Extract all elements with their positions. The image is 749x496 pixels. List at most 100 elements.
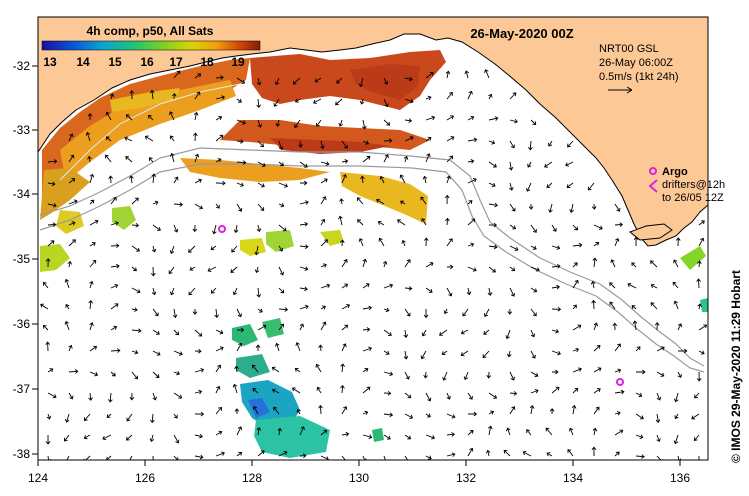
current-vector [357, 197, 364, 205]
current-vector-head [192, 228, 198, 233]
current-vector-head [64, 418, 70, 423]
current-vector-head [114, 283, 119, 289]
current-vector-head [510, 376, 515, 381]
current-vector [627, 283, 637, 289]
current-vector [383, 308, 389, 312]
current-vector [614, 412, 621, 415]
current-vector-head [134, 349, 139, 355]
current-vector-head [444, 194, 450, 199]
current-vector-head [295, 342, 300, 346]
current-vector [299, 201, 309, 205]
current-vector [572, 244, 582, 247]
current-vector [173, 203, 183, 206]
current-vector [335, 98, 343, 106]
current-vector-head [254, 251, 259, 256]
current-vector [313, 98, 322, 104]
current-vector [467, 392, 473, 400]
current-vector-head [343, 259, 348, 263]
current-vector-head [650, 283, 655, 288]
current-vector [320, 264, 327, 268]
current-vector-head [338, 215, 343, 220]
current-vector-head [527, 163, 532, 168]
current-vector [278, 140, 283, 150]
current-vector-head [368, 305, 373, 311]
current-vector-head [638, 392, 643, 398]
current-vector-head [344, 324, 349, 329]
argo-markers [218, 225, 624, 386]
current-vector [485, 69, 490, 79]
current-vector-head [274, 342, 280, 347]
current-vector-head [219, 134, 224, 139]
current-vector-head [473, 137, 478, 143]
current-vector [215, 452, 225, 457]
current-vector-head [346, 303, 351, 309]
current-vector-head [696, 278, 701, 282]
current-vector-head [232, 383, 238, 388]
current-vector [551, 329, 559, 333]
current-vector-head [556, 245, 561, 250]
current-vector-head [545, 427, 550, 432]
current-vector [131, 287, 141, 293]
current-vector [253, 406, 259, 415]
current-vector-head [305, 200, 309, 205]
current-vector-head [470, 159, 475, 164]
current-vector-head [199, 205, 203, 210]
current-vector-head [172, 314, 178, 319]
current-vector-head [451, 414, 456, 419]
current-vector-head [261, 162, 266, 167]
current-vector-head [240, 182, 244, 187]
current-vector [341, 160, 348, 163]
current-vector-head [271, 388, 276, 393]
current-vector [317, 387, 322, 394]
current-vector-head [151, 248, 157, 253]
current-vector-head [466, 291, 472, 296]
current-vector-head [189, 266, 194, 271]
current-vector-head [511, 207, 516, 212]
current-vector-head [503, 449, 508, 454]
current-vector [425, 434, 435, 439]
current-vector-head [63, 437, 68, 442]
current-vector [89, 346, 97, 352]
current-vector [404, 413, 413, 419]
current-vector-head [400, 200, 404, 205]
current-vector-head [487, 292, 493, 296]
current-vector [592, 281, 595, 289]
current-vector-head [409, 98, 414, 104]
current-vector [383, 119, 390, 126]
current-vector-head [510, 144, 515, 149]
current-vector-head [200, 411, 205, 417]
current-vector-head [211, 289, 215, 294]
current-vector-head [102, 435, 107, 441]
current-vector [278, 182, 288, 187]
current-vector [404, 392, 411, 399]
current-vector [236, 119, 246, 124]
current-vector-head [385, 307, 390, 313]
map-title: 26-May-2020 00Z [470, 26, 573, 41]
current-vector [378, 221, 385, 226]
current-vector [635, 434, 643, 438]
current-vector-head [472, 177, 477, 183]
current-vector-head [273, 406, 277, 411]
current-vector [379, 238, 385, 247]
current-vector-head [260, 143, 264, 148]
current-vector-head [490, 410, 495, 415]
current-vector [397, 219, 406, 226]
y-tick-label: -33 [13, 123, 31, 137]
current-vector [446, 155, 453, 163]
current-vector [320, 429, 327, 436]
current-vector [691, 413, 700, 420]
current-vector [231, 245, 238, 253]
current-vector-head [555, 386, 560, 391]
current-vector-head [135, 223, 140, 228]
current-vector [549, 203, 553, 213]
current-vector [64, 434, 70, 442]
colorbar-tick: 19 [231, 55, 245, 69]
current-vector [380, 176, 385, 184]
current-vector [467, 218, 476, 226]
current-vector-head [149, 89, 155, 94]
current-vector-head [316, 386, 321, 391]
current-vector [236, 203, 242, 212]
current-vector-head [451, 452, 456, 457]
current-vector [443, 371, 448, 381]
current-vector-head [284, 183, 289, 188]
